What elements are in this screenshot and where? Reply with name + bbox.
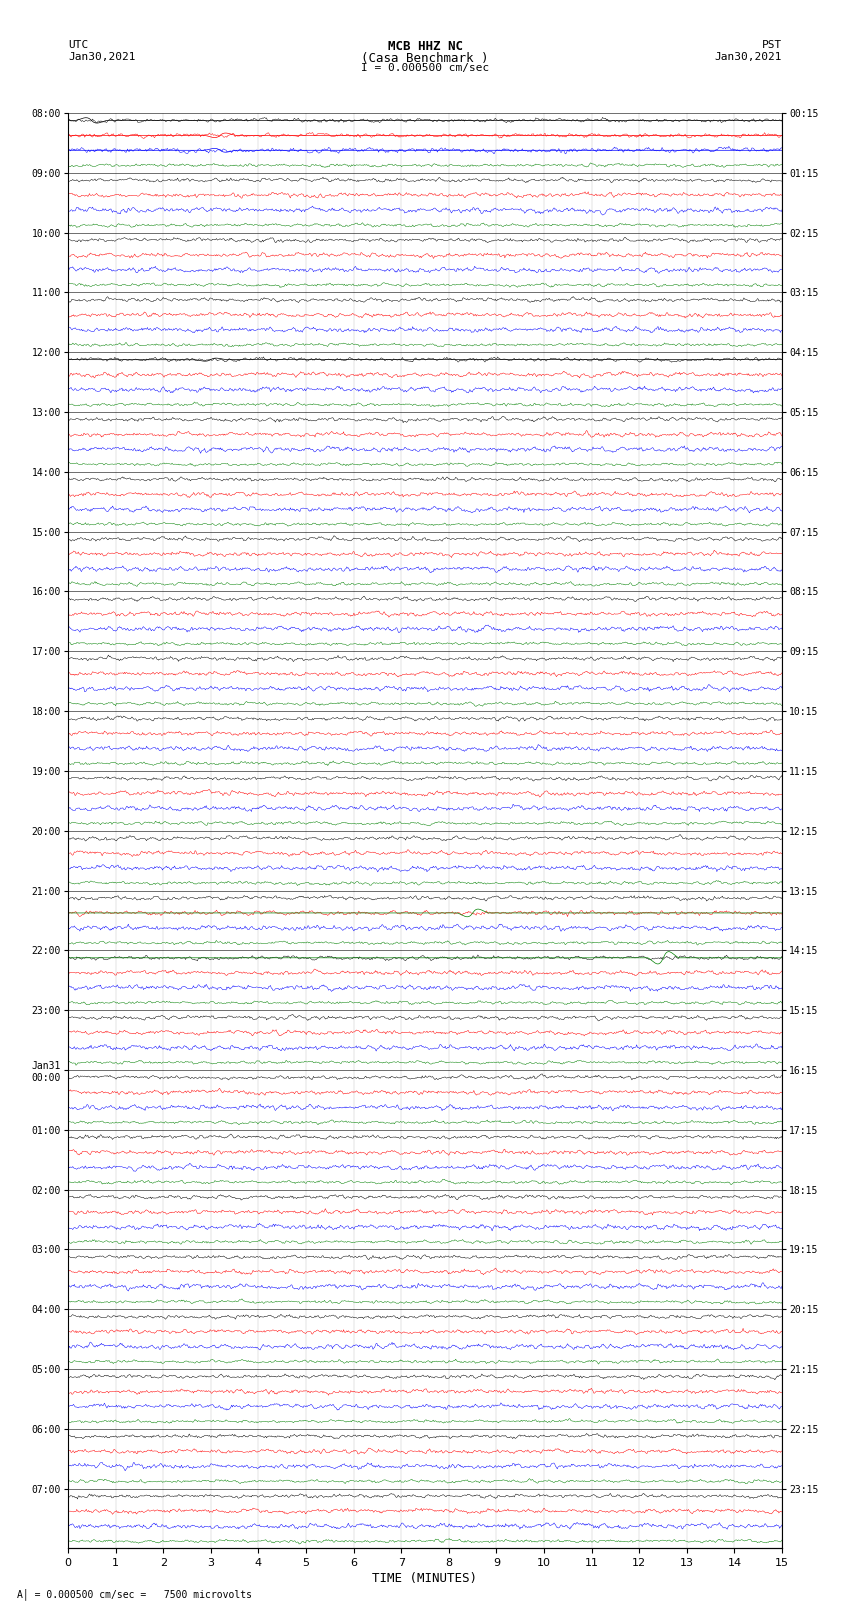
Text: UTC: UTC xyxy=(68,40,88,50)
Text: A│ = 0.000500 cm/sec =   7500 microvolts: A│ = 0.000500 cm/sec = 7500 microvolts xyxy=(17,1589,252,1600)
Text: (Casa Benchmark ): (Casa Benchmark ) xyxy=(361,52,489,65)
Text: Jan30,2021: Jan30,2021 xyxy=(715,52,782,61)
Text: I = 0.000500 cm/sec: I = 0.000500 cm/sec xyxy=(361,63,489,73)
Text: Jan30,2021: Jan30,2021 xyxy=(68,52,135,61)
Text: MCB HHZ NC: MCB HHZ NC xyxy=(388,40,462,53)
Text: PST: PST xyxy=(762,40,782,50)
X-axis label: TIME (MINUTES): TIME (MINUTES) xyxy=(372,1573,478,1586)
